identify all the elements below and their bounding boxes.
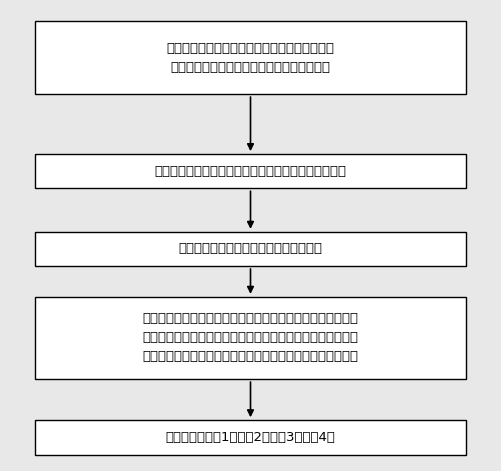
Text: 依次重复步骤（1），（2），（3），（4）: 依次重复步骤（1），（2），（3），（4）	[165, 431, 336, 444]
Text: 气态的有机液接触到排气门变为液态，热力腔中压力降低，大
气压推动活塞朝向上止点运动，活塞到达上止点，进气门和排
气门从关闭状态变为开启状态；液态的有机液返回到储: 气态的有机液接触到排气门变为液态，热力腔中压力降低，大 气压推动活塞朝向上止点运…	[142, 312, 359, 364]
Text: 气态的有机液进入到热力腔，推动活塞朝向下止点运动: 气态的有机液进入到热力腔，推动活塞朝向下止点运动	[154, 165, 347, 178]
FancyBboxPatch shape	[35, 232, 466, 266]
FancyBboxPatch shape	[35, 297, 466, 379]
Text: 进气门和排气门均处于开启状态，活塞位于上止
点，有机液与余热进行热交换由液体变为气态: 进气门和排气门均处于开启状态，活塞位于上止 点，有机液与余热进行热交换由液体变为…	[166, 42, 335, 73]
FancyBboxPatch shape	[35, 154, 466, 188]
FancyBboxPatch shape	[35, 420, 466, 455]
Text: 活塞达到下止点，进气门和排气门均关闭: 活塞达到下止点，进气门和排气门均关闭	[178, 243, 323, 255]
FancyBboxPatch shape	[35, 21, 466, 94]
